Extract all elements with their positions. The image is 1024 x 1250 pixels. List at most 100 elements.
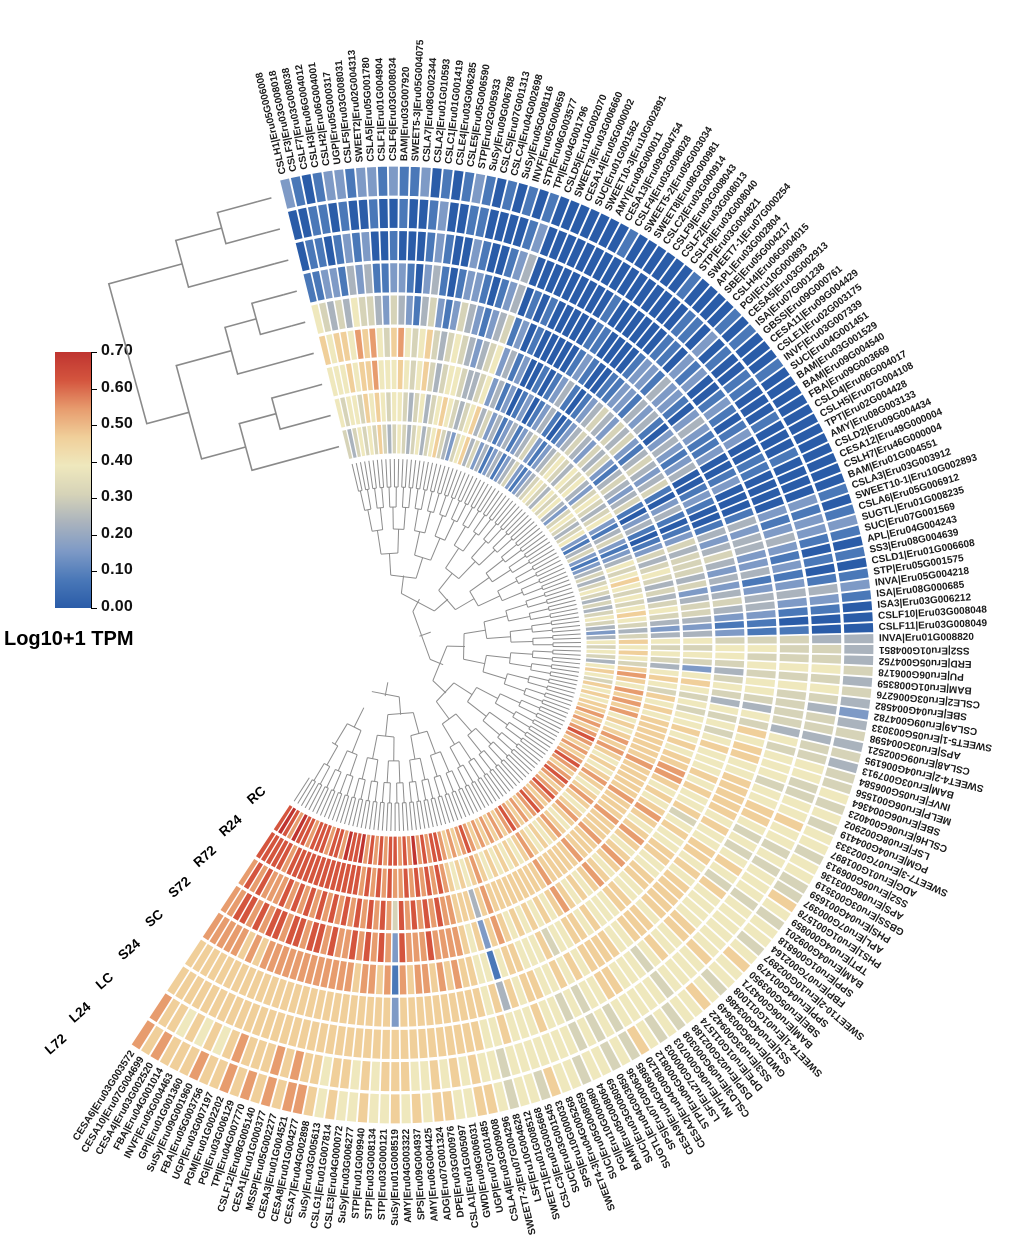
heatmap-cell [417,198,430,230]
heatmap-cell [714,651,746,661]
heatmap-cell [834,726,867,743]
sample-dendrogram [107,197,340,472]
heatmap-cell [485,275,502,308]
heatmap-cell [776,679,809,692]
heatmap-cell [347,929,360,961]
heatmap-cell [443,1024,457,1057]
heatmap-cell [685,429,716,454]
heatmap-cell [804,562,837,578]
heatmap-cell [642,702,674,716]
heatmap-cell [520,184,540,218]
heatmap-cell [783,861,815,886]
heatmap-cell [519,901,540,932]
heatmap-cell [698,451,730,475]
heatmap-cell [469,271,486,303]
heatmap-cell [561,1057,583,1091]
heatmap-cell [647,289,674,320]
heatmap-cell [530,402,553,432]
heatmap-cell [566,725,596,743]
heatmap-cell [656,874,686,901]
heatmap-cell [581,599,613,610]
heatmap-cell [268,1010,287,1043]
heatmap-cell [344,395,357,427]
heatmap-cell [580,815,608,842]
heatmap-cell [813,472,846,493]
heatmap-cell [547,229,569,262]
heatmap-cell [419,166,432,198]
heatmap-cell [476,445,495,475]
heatmap-cell [351,864,363,896]
heatmap-cell [581,679,613,691]
heatmap-cell [648,667,680,678]
heatmap-cell [492,947,510,979]
heatmap-cell [780,793,813,815]
heatmap-cell [471,986,487,1019]
heatmap-cell [587,212,611,245]
heatmap-cell [574,569,605,585]
heatmap-cell [438,862,451,894]
heatmap-cell [483,882,501,913]
heatmap-cell [556,470,583,496]
heatmap-cell [743,798,776,820]
heatmap-cell [579,589,611,602]
heatmap-cell [651,1007,678,1039]
heatmap-cell [295,850,313,881]
heatmap-cell [355,930,366,962]
heatmap-cell [573,241,597,274]
heatmap-cell [615,669,648,680]
heatmap-cell [399,1028,410,1060]
heatmap-cell [382,996,392,1028]
heatmap-cell [277,912,296,944]
heatmap-cell [588,806,617,832]
heatmap-cell [574,396,600,425]
heatmap-cell [253,972,273,1004]
heatmap-cell [802,720,835,736]
heatmap-cell [540,191,561,224]
heatmap-cell [485,949,503,981]
heatmap-cell [324,1088,339,1121]
heatmap-cell [530,818,555,847]
heatmap-cell [696,388,727,415]
heatmap-cell [796,431,829,455]
heatmap-cell [613,592,645,604]
heatmap-cell [538,295,560,328]
heatmap-cell [509,389,530,420]
heatmap-cell [536,854,559,884]
heatmap-cell [390,326,398,358]
heatmap-cell [737,557,770,573]
heatmap-cell [688,765,720,786]
heatmap-cell [615,675,647,686]
heatmap-cell [381,1028,391,1060]
heatmap-cell [367,392,377,424]
heatmap-cell [655,388,685,415]
heatmap-cell [786,493,819,513]
heatmap-cell [802,552,835,569]
heatmap-cell [633,541,664,559]
heatmap-cell [771,384,803,410]
heatmap-cell [539,499,566,524]
heatmap-cell [533,492,560,517]
heatmap-cell [616,442,645,468]
heatmap-cell [843,644,875,655]
heatmap-cell [564,872,589,902]
heatmap-cell [609,997,634,1029]
heatmap-cell [373,996,384,1028]
heatmap-cell [359,1060,372,1092]
heatmap-cell [477,374,494,406]
heatmap-cell [356,426,367,458]
heatmap-cell [237,857,260,887]
heatmap-cell [612,436,641,462]
heatmap-cell [639,283,666,314]
heatmap-cell [201,1020,224,1053]
heatmap-cell [567,311,591,343]
heatmap-cell [777,606,809,618]
heatmap-cell [397,262,407,294]
heatmap-cell [253,866,275,897]
heatmap-cell [661,394,690,421]
heatmap-cell [500,801,522,830]
heatmap-cell [512,1075,531,1108]
heatmap-cell [809,672,841,685]
gene-label: SWEET5-3|Eru05G004075 [410,39,426,162]
heatmap-cell [373,294,383,326]
heatmap-cell [451,1088,467,1121]
